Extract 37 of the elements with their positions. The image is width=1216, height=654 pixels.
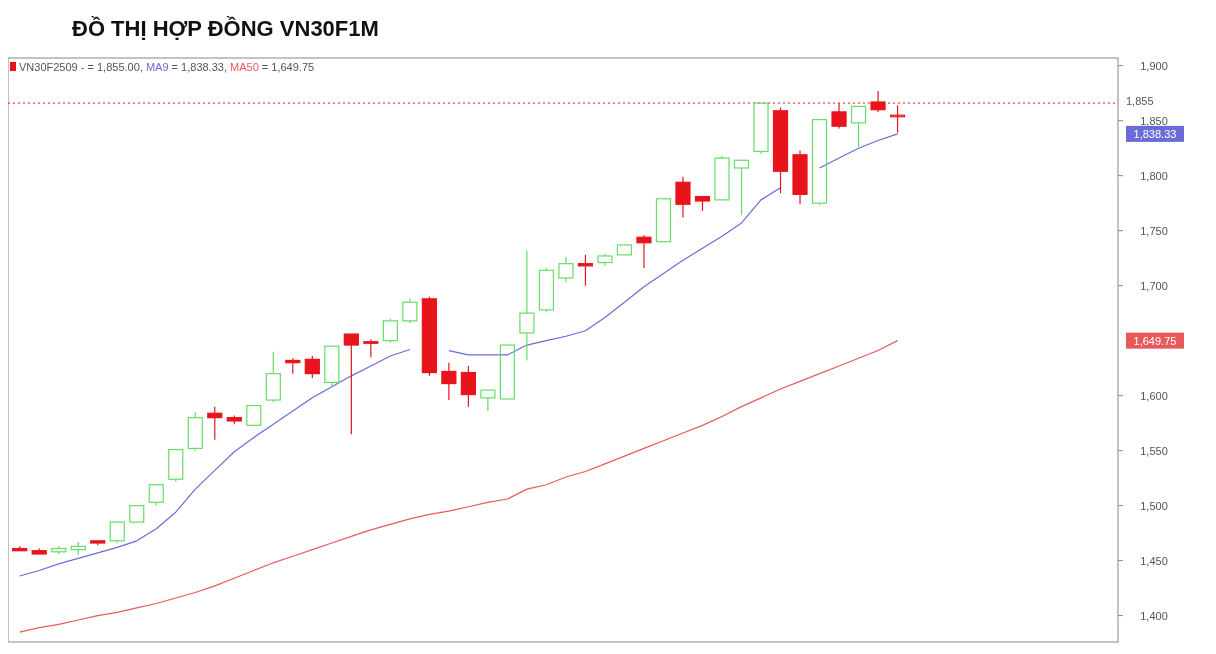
candlestick: [675, 176, 691, 219]
candlestick: [558, 256, 574, 283]
y-tick-label: 1,600: [1140, 389, 1168, 402]
text: MA50: [230, 61, 259, 73]
candlestick: [753, 102, 769, 155]
candlestick: [129, 505, 145, 523]
candlestick: [655, 198, 672, 243]
candlestick: [616, 244, 633, 256]
annotation: = 1,649.75: [258, 61, 315, 73]
candlestick: [499, 344, 515, 400]
legend-label: VN30F2509: [19, 61, 78, 73]
candlestick: [519, 249, 535, 362]
candlestick: [636, 234, 652, 269]
y-tick-label: 1,400: [1140, 609, 1168, 622]
y-tick-label: 1,800: [1140, 169, 1168, 182]
annotation: - = 1,855.00,: [77, 61, 146, 73]
candlestick: [343, 333, 359, 435]
y-tick-label: 1,900: [1140, 59, 1168, 72]
candlestick: [850, 105, 867, 148]
annotation: = 1,838.33,: [168, 61, 231, 73]
candlestick: [733, 159, 750, 216]
candlestick: [441, 362, 457, 401]
chart-title: ĐỒ THỊ HỢP ĐỒNG VN30F1M: [72, 16, 379, 41]
y-tick-label: 1,550: [1140, 444, 1168, 457]
y-tick-label: 1,750: [1140, 224, 1168, 237]
line-series: [19, 340, 899, 633]
candlestick: [480, 389, 496, 412]
text: 1,855: [1126, 95, 1154, 108]
y-tick-label: 1,450: [1140, 554, 1168, 567]
text: 1,649.75: [1133, 334, 1177, 347]
text: 1,838.33: [1133, 127, 1177, 140]
candlestick: [246, 404, 262, 426]
y-tick-label: 1,700: [1140, 279, 1168, 292]
text: MA9: [145, 61, 169, 73]
y-tick-label: 1,500: [1140, 499, 1168, 512]
y-tick-label: 1,850: [1140, 114, 1168, 127]
candlestick: [792, 149, 808, 205]
